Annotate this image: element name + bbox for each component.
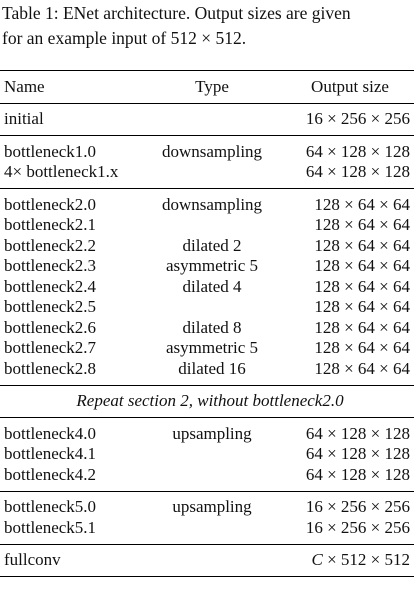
note-text: Repeat section 2, without bottleneck2.0 [76,391,344,410]
header-group: Name Type Output size [0,71,414,103]
output-cell: 128 × 64 × 64 [314,235,410,255]
header-cell: Output size [311,76,389,96]
name-cell: bottleneck4.2 [4,464,97,484]
name-cell: bottleneck4.1 [4,444,97,463]
table-row: bottleneck2.7 asymmetric 5 128 × 64 × 64 [0,338,414,359]
name-cell: bottleneck2.3 [4,256,97,275]
output-cell: 64 × 128 × 128 [305,141,410,161]
table-row: bottleneck2.6 dilated 8 128 × 64 × 64 [0,318,414,339]
caption-line: Table 1: ENet architecture. Output sizes… [2,3,351,23]
name-cell: bottleneck2.0 [4,194,97,214]
name-cell: bottleneck2.8 [4,358,97,378]
name-cell: bottleneck2.1 [4,215,97,234]
name-cell: bottleneck5.1 [4,517,97,537]
name-cell: initial [4,109,44,128]
table-row: bottleneck4.0 upsampling 64 × 128 × 128 [0,424,414,445]
name-cell: bottleneck4.0 [4,423,97,443]
table-group: fullconv C × 512 × 512 [0,543,414,577]
name-cell: fullconv [4,550,61,569]
table-row: bottleneck5.1 16 × 256 × 256 [0,518,414,539]
table-group: bottleneck5.0 upsampling 16 × 256 × 256 bot… [0,490,414,544]
table-group: bottleneck1.0 downsampling 64 × 128 × 128 4… [0,135,414,188]
output-cell: 128 × 64 × 64 [314,297,410,316]
output-cell: 128 × 64 × 64 [314,276,410,296]
output-cell: 128 × 64 × 64 [314,358,410,378]
caption: Table 1: ENet architecture. Output sizes… [2,1,351,51]
caption-line: for an example input of 512 × 512. [2,28,247,48]
table-row: bottleneck2.0 downsampling 128 × 64 × 64 [0,195,414,216]
name-cell: 4× bottleneck1.x [4,162,119,181]
table-row: bottleneck2.1 128 × 64 × 64 [0,215,414,236]
table-row: bottleneck2.8 dilated 16 128 × 64 × 64 [0,359,414,380]
table-row: bottleneck2.4 dilated 4 128 × 64 × 64 [0,277,414,298]
output-cell: C × 512 × 512 [311,550,410,569]
table-row: 4× bottleneck1.x 64 × 128 × 128 [0,162,414,183]
header-cell: Name [4,76,45,96]
name-cell: bottleneck2.5 [4,297,97,316]
type-cell: upsampling [172,497,252,516]
output-cell: 16 × 256 × 256 [305,517,410,537]
name-cell: bottleneck2.4 [4,276,97,296]
name-cell: bottleneck2.2 [4,235,97,255]
name-cell: bottleneck5.0 [4,497,97,516]
type-cell: dilated 4 [182,276,242,296]
header-cell: Type [195,76,229,96]
output-cell: 128 × 64 × 64 [314,215,410,234]
type-cell: downsampling [161,194,263,214]
output-cell: 64 × 128 × 128 [305,444,410,463]
output-cell: 128 × 64 × 64 [314,194,410,214]
type-cell: upsampling [172,423,252,443]
type-cell: downsampling [161,141,263,161]
output-cell: 64 × 128 × 128 [305,464,410,484]
table-row: initial 16 × 256 × 256 [0,109,414,130]
table-group: Repeat section 2, without bottleneck2.0 [0,384,414,418]
type-cell: dilated 2 [182,235,242,255]
type-cell: asymmetric 5 [165,338,259,357]
table-row: bottleneck2.2 dilated 2 128 × 64 × 64 [0,236,414,257]
table-row: bottleneck4.1 64 × 128 × 128 [0,444,414,465]
table-row: bottleneck2.5 128 × 64 × 64 [0,297,414,318]
type-cell: dilated 8 [182,317,242,337]
table-row: bottleneck5.0 upsampling 16 × 256 × 256 [0,497,414,518]
table-row: bottleneck4.2 64 × 128 × 128 [0,465,414,486]
name-cell: bottleneck2.6 [4,317,97,337]
output-cell: 64 × 128 × 128 [305,423,410,443]
output-cell: 128 × 64 × 64 [314,317,410,337]
output-cell: 16 × 256 × 256 [305,497,410,516]
table-group: bottleneck4.0 upsampling 64 × 128 × 128 bot… [0,417,414,491]
note-row: Repeat section 2, without bottleneck2.0 [0,391,414,412]
table-row: fullconv C × 512 × 512 [0,550,414,571]
table-row: bottleneck1.0 downsampling 64 × 128 × 128 [0,142,414,163]
output-cell: 16 × 256 × 256 [305,109,410,128]
name-cell: bottleneck2.7 [4,338,97,357]
output-cell: 128 × 64 × 64 [314,338,410,357]
table-group: bottleneck2.0 downsampling 128 × 64 × 64 bo… [0,188,414,385]
name-cell: bottleneck1.0 [4,141,97,161]
type-cell: dilated 16 [178,358,246,378]
table-group: initial 16 × 256 × 256 [0,102,414,136]
header-row: Name Type Output size [0,77,414,98]
table: Name Type Output size initial 16 × 256 × … [0,70,414,577]
type-cell: asymmetric 5 [165,256,259,275]
output-cell: 64 × 128 × 128 [305,162,410,181]
output-cell: 128 × 64 × 64 [314,256,410,275]
table-row: bottleneck2.3 asymmetric 5 128 × 64 × 64 [0,256,414,277]
